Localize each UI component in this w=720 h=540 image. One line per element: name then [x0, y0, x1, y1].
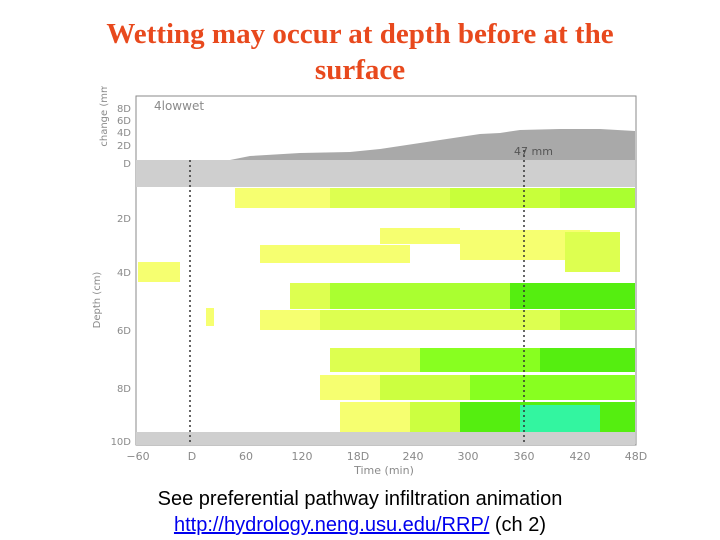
- caption-line-2: http://hydrology.neng.usu.edu/RRP/ (ch 2…: [60, 512, 660, 538]
- infiltration-plot: 4lowwet 47 mm 8D 6D 4D 2D D change (mm) …: [92, 86, 647, 477]
- slide-title-line-1: Wetting may occur at depth before at the: [106, 18, 614, 50]
- bottom-band: [136, 432, 635, 445]
- top-tick: 6D: [117, 116, 131, 127]
- top-tick: 4D: [117, 128, 131, 139]
- surface-band: [136, 160, 635, 187]
- time-tick: 360: [514, 450, 535, 463]
- time-tick: 48D: [625, 450, 647, 463]
- depth-tick: 6D: [117, 326, 131, 337]
- depth-tick: 10D: [111, 437, 132, 448]
- depth-tick: 4D: [117, 268, 131, 279]
- time-tick: 120: [292, 450, 313, 463]
- time-tick: 18D: [347, 450, 369, 463]
- time-axis-label: Time (min): [353, 464, 414, 477]
- top-tick: 8D: [117, 104, 131, 115]
- time-tick: 420: [570, 450, 591, 463]
- depth-tick: 8D: [117, 384, 131, 395]
- depth-axis-label: Depth (cm): [92, 272, 103, 329]
- caption: See preferential pathway infiltration an…: [60, 486, 660, 538]
- time-tick: 60: [239, 450, 253, 463]
- top-tick: D: [123, 159, 131, 170]
- caption-suffix: (ch 2): [489, 514, 547, 536]
- time-axis-ticks: −60 D 60 120 18D 240 300 360 420 48D: [126, 450, 647, 463]
- time-tick: 240: [403, 450, 424, 463]
- caption-line-1: See preferential pathway infiltration an…: [157, 488, 563, 510]
- time-tick: 300: [458, 450, 479, 463]
- panel-label: 4lowwet: [154, 99, 204, 113]
- time-tick: −60: [126, 450, 149, 463]
- wetting-layers: [138, 188, 635, 432]
- slide-title-line-2: surface: [314, 54, 406, 86]
- change-area: [230, 129, 635, 160]
- top-axis-ticks: 8D 6D 4D 2D D: [117, 104, 131, 170]
- slide-title: Wetting may occur at depth before at the…: [40, 16, 680, 88]
- time-tick: D: [188, 450, 196, 463]
- depth-axis-ticks: 2D 4D 6D 8D 10D: [111, 214, 132, 448]
- annotation-47mm: 47 mm: [514, 145, 553, 158]
- top-axis-label: change (mm): [99, 86, 110, 147]
- top-tick: 2D: [117, 141, 131, 152]
- rrp-link[interactable]: http://hydrology.neng.usu.edu/RRP/: [173, 514, 490, 536]
- depth-tick: 2D: [117, 214, 131, 225]
